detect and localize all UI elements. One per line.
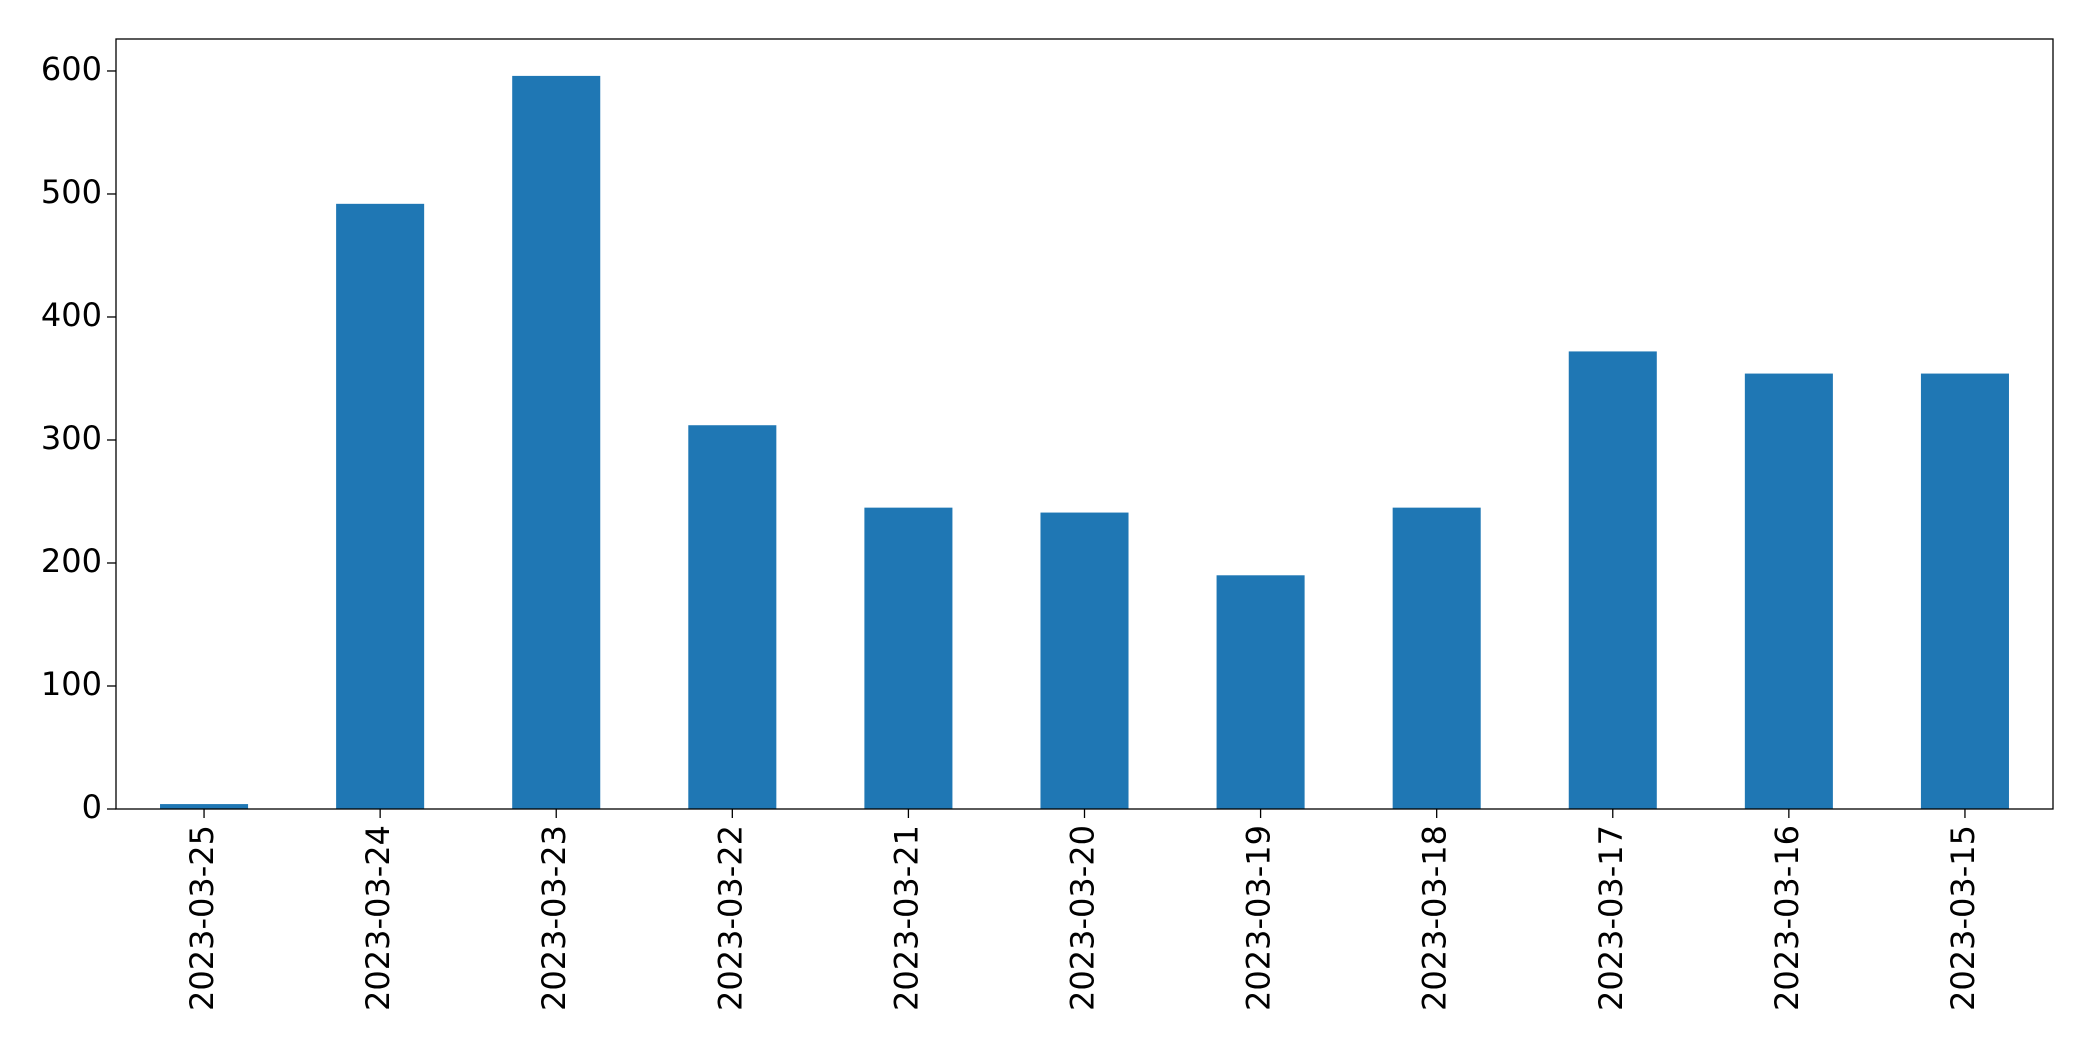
x-tick-label: 2023-03-22	[711, 825, 749, 1011]
x-tick-label: 2023-03-18	[1416, 825, 1454, 1011]
bar	[512, 75, 601, 810]
plot-frame	[115, 38, 2054, 810]
y-tick-label: 400	[41, 296, 102, 334]
bar	[336, 203, 425, 809]
bar	[688, 425, 777, 809]
x-tick-label: 2023-03-15	[1944, 825, 1982, 1011]
bar	[1392, 507, 1481, 809]
bar	[160, 804, 249, 809]
bar	[1216, 575, 1305, 809]
x-tick-label: 2023-03-20	[1064, 825, 1102, 1011]
y-tick-label: 200	[41, 542, 102, 580]
x-tick-label: 2023-03-25	[183, 825, 221, 1011]
x-tick-label: 2023-03-16	[1768, 825, 1806, 1011]
x-tick-label: 2023-03-17	[1592, 825, 1630, 1011]
y-tick-label: 100	[41, 665, 102, 703]
x-tick-label: 2023-03-23	[535, 825, 573, 1011]
y-tick-label: 500	[41, 173, 102, 211]
bar	[864, 507, 953, 809]
y-tick-label: 600	[41, 50, 102, 88]
bar	[1744, 373, 1833, 809]
x-tick-label: 2023-03-24	[359, 825, 397, 1011]
x-tick-label: 2023-03-21	[887, 825, 925, 1011]
y-tick-label: 300	[41, 419, 102, 457]
bar	[1040, 512, 1129, 809]
bar	[1920, 373, 2009, 809]
bar	[1568, 351, 1657, 809]
x-tick-label: 2023-03-19	[1240, 825, 1278, 1011]
y-tick-label: 0	[82, 788, 102, 826]
